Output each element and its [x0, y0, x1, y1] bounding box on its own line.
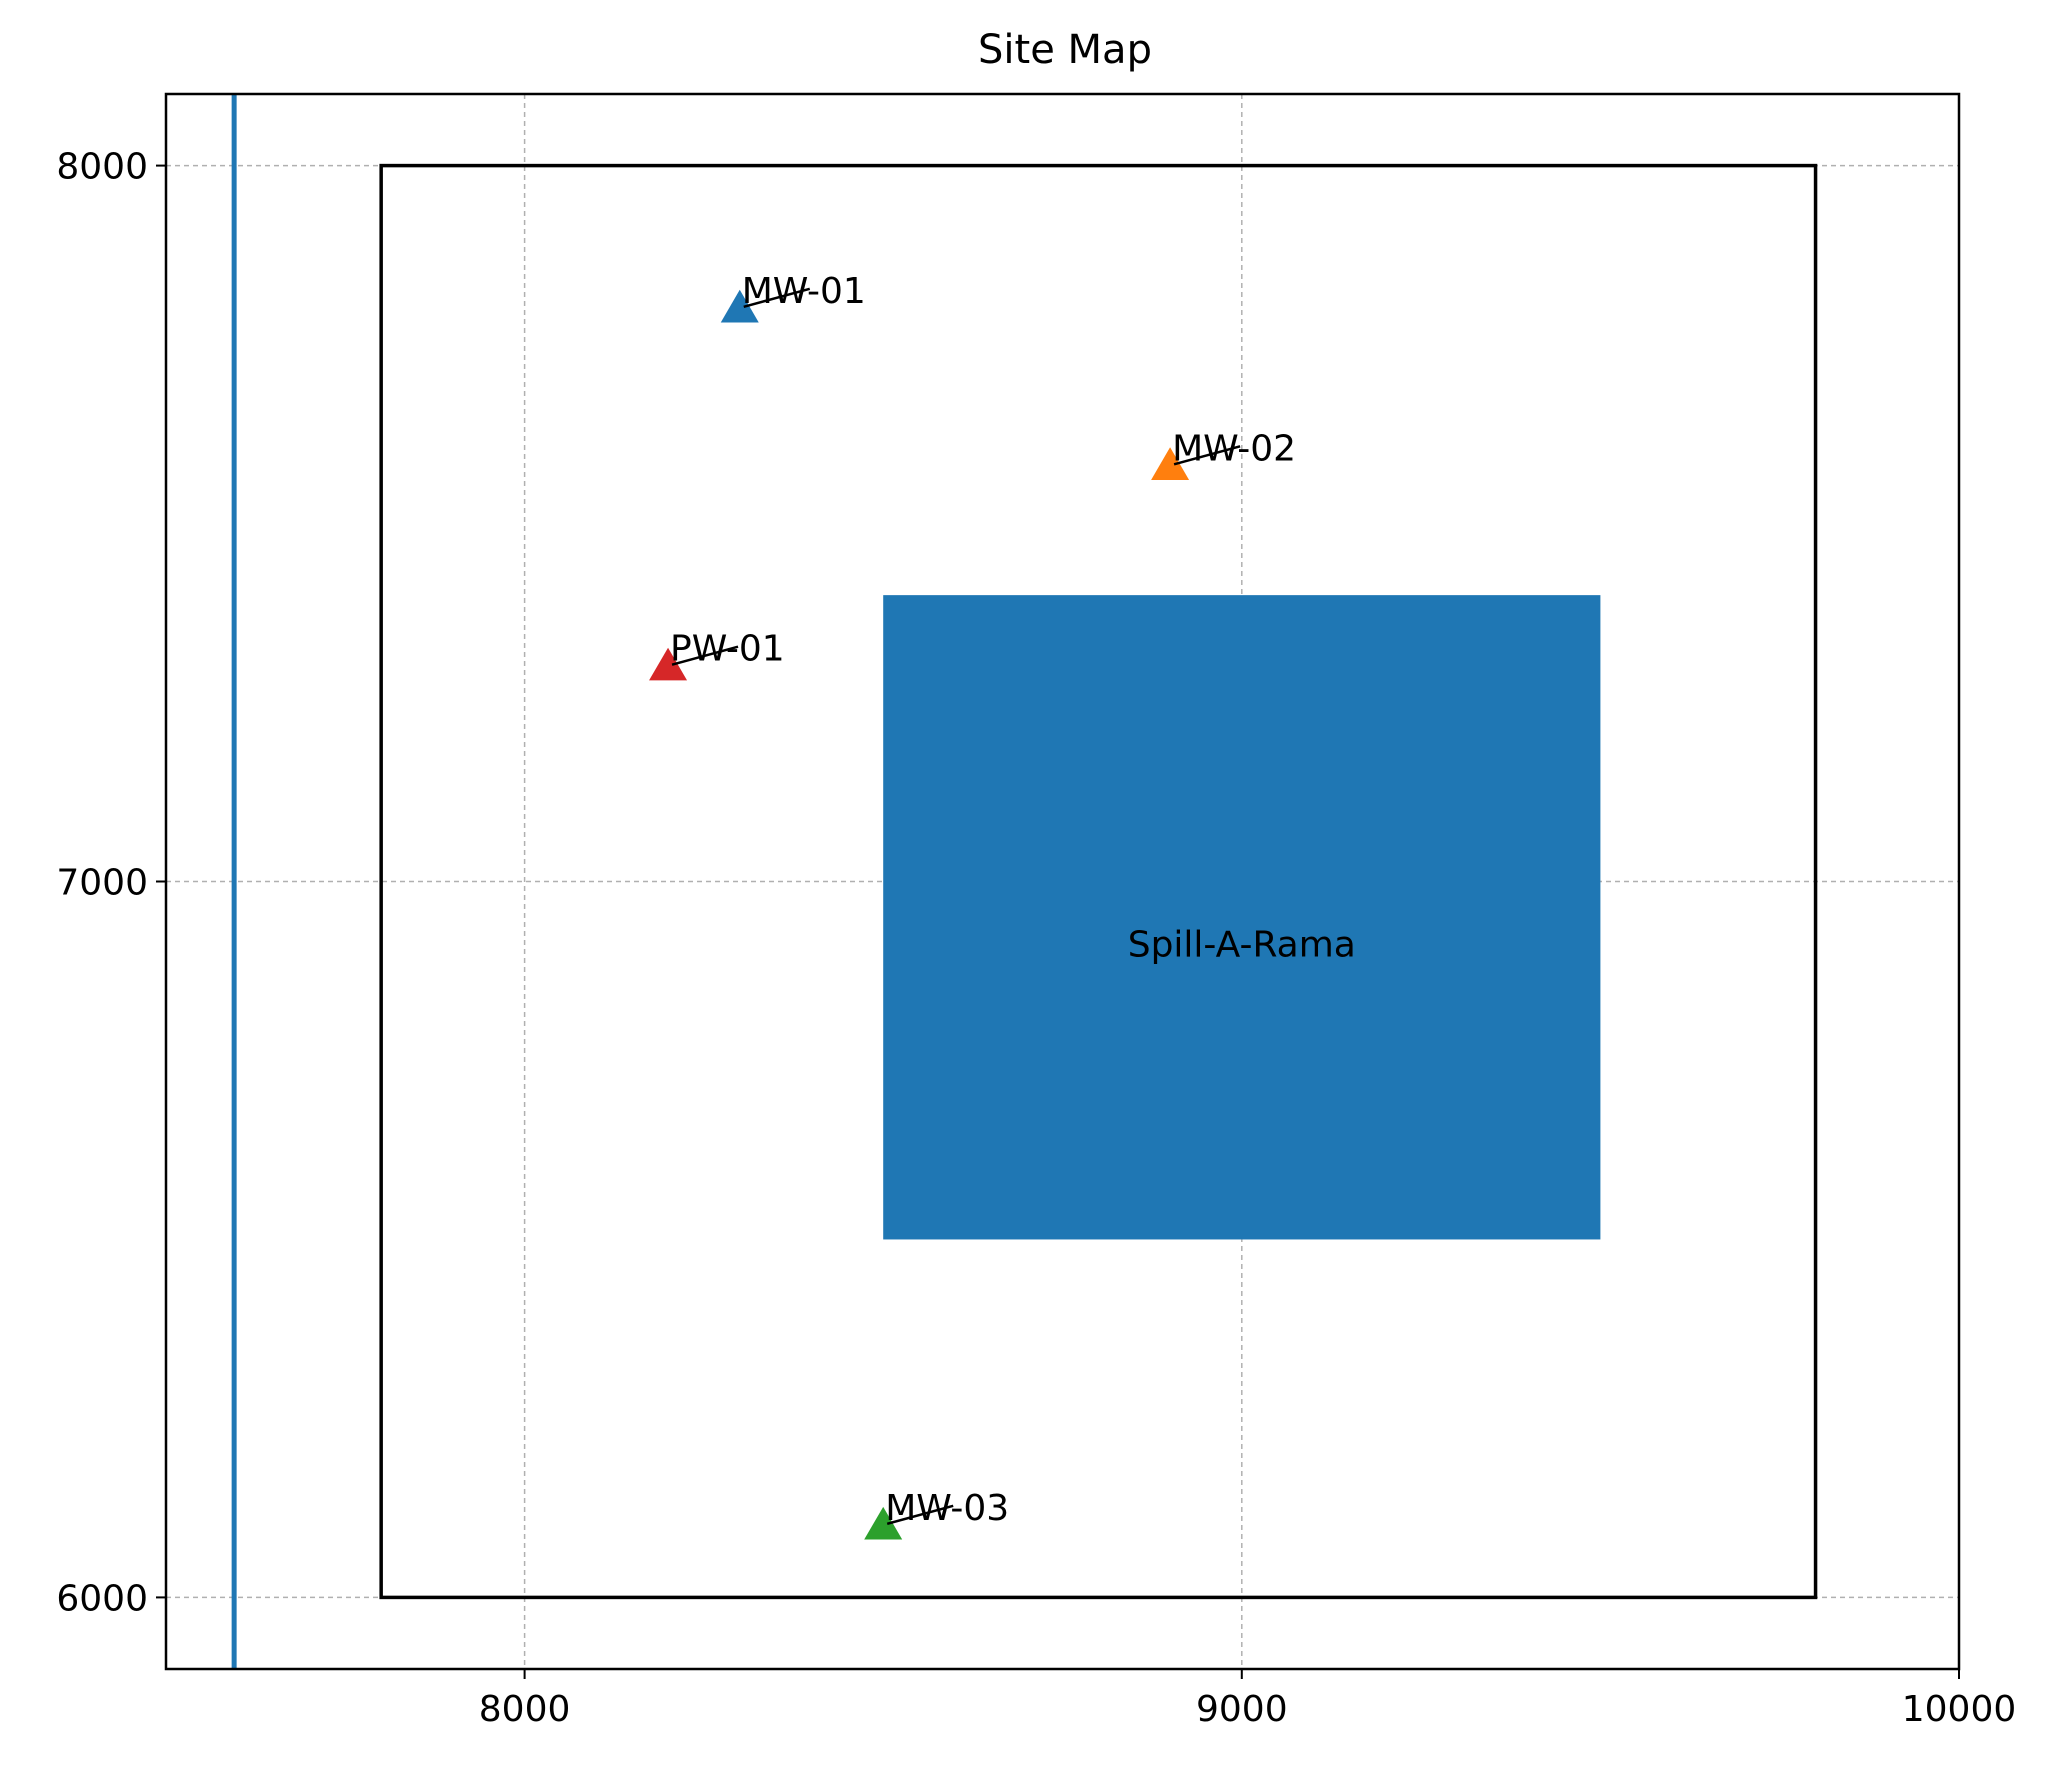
y-tick-label-0: 6000 [56, 1578, 148, 1619]
spill-area [883, 595, 1601, 1240]
well-leader-line-4 [886, 1504, 954, 1526]
well-marker-1 [720, 289, 759, 323]
y-tick-label-1: 7000 [56, 863, 148, 904]
y-tick-label-2: 8000 [56, 147, 148, 188]
axis-ticks: 8000 9000 10000 6000 7000 8000 [56, 147, 2016, 1730]
spill-area-label: Spill-A-Rama [1128, 925, 1356, 966]
x-tick-label-1: 9000 [1196, 1689, 1288, 1730]
well-leader-line-1 [743, 287, 811, 308]
x-tick-label-2: 10000 [1902, 1689, 2017, 1730]
well-label-2: MW-02 [1172, 428, 1296, 469]
well-marker-3 [649, 647, 688, 681]
well-label-3: PW-01 [670, 629, 785, 670]
well-marker-4 [864, 1506, 903, 1540]
data-marks: Spill-A-Rama MW-01 MW-02 PW-01 MW-03 [231, 94, 1818, 1669]
x-tick-label-0: 8000 [479, 1689, 571, 1730]
site-boundary [379, 163, 1818, 1600]
well-leader-line-2 [1173, 445, 1241, 466]
well-leader-line-3 [671, 645, 739, 666]
chart-title: Site Map [978, 27, 1152, 73]
well-label-4: MW-03 [885, 1488, 1009, 1529]
well-marker-2 [1151, 447, 1190, 480]
well-label-1: MW-01 [742, 271, 866, 312]
